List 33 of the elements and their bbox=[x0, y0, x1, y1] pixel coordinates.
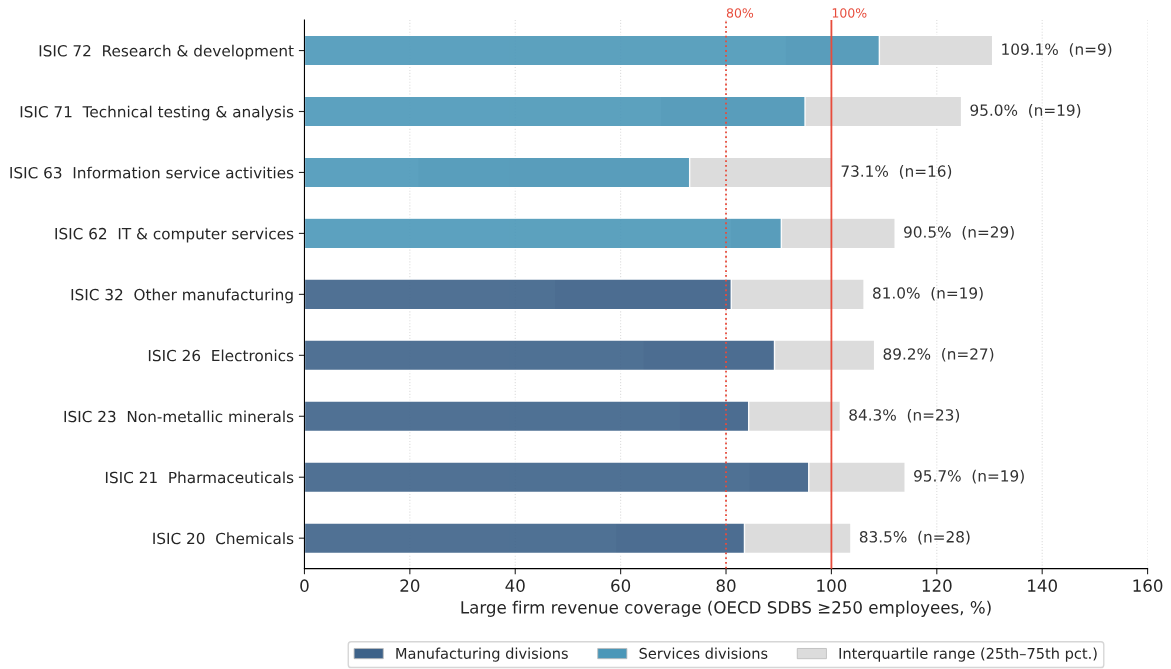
legend-label: Manufacturing divisions bbox=[396, 647, 568, 662]
text: 95.7% (n=19) bbox=[914, 469, 1024, 484]
y-tick-label: ISIC 21 Pharmaceuticals bbox=[105, 471, 294, 484]
x-tick-label: 40 bbox=[505, 579, 525, 592]
y-tick-label: ISIC 32 Other manufacturing bbox=[71, 288, 293, 304]
y-tick-label: ISIC 20 Chemicals bbox=[153, 532, 294, 545]
x-tick-label: 140 bbox=[1028, 579, 1057, 592]
text: 83.5% (n=28) bbox=[859, 530, 970, 545]
text: 89.2% (n=27) bbox=[883, 347, 994, 362]
text: 84.3% (n=23) bbox=[849, 408, 960, 423]
text: 90.5% (n=29) bbox=[904, 226, 1014, 240]
x-tick-label: 120 bbox=[922, 579, 952, 592]
text: 95.0% (n=19) bbox=[970, 104, 1081, 118]
text: 73.1% (n=16) bbox=[841, 165, 952, 179]
x-tick-label: 160 bbox=[1133, 579, 1163, 592]
x-tick-label: 20 bbox=[400, 579, 420, 592]
x-axis-title: Large firm revenue coverage (OECD SDBS ≥250 employees, %) bbox=[461, 600, 991, 617]
x-tick-label: 80 bbox=[716, 579, 736, 592]
y-tick-label: ISIC 72 Research & development bbox=[39, 44, 294, 60]
x-tick-label: 0 bbox=[300, 579, 309, 592]
y-tick-label: ISIC 62 IT & computer services bbox=[55, 227, 294, 243]
ref-line-label: 80% bbox=[726, 8, 754, 18]
y-tick-label: ISIC 63 Information service activities bbox=[10, 166, 294, 179]
ref-line-label: 100% bbox=[832, 8, 867, 18]
legend-label: Interquartile range (25th–75th pct.) bbox=[839, 647, 1097, 662]
x-tick-label: 60 bbox=[611, 579, 631, 592]
y-tick-label: ISIC 26 Electronics bbox=[148, 349, 294, 362]
y-tick-label: ISIC 71 Technical testing & analysis bbox=[20, 105, 294, 121]
text: 81.0% (n=19) bbox=[873, 286, 983, 301]
y-tick-label: ISIC 23 Non-metallic minerals bbox=[64, 410, 294, 423]
text: 109.1% (n=9) bbox=[1002, 43, 1112, 57]
x-tick-label: 100 bbox=[817, 579, 847, 592]
legend-label: Services divisions bbox=[639, 647, 768, 659]
